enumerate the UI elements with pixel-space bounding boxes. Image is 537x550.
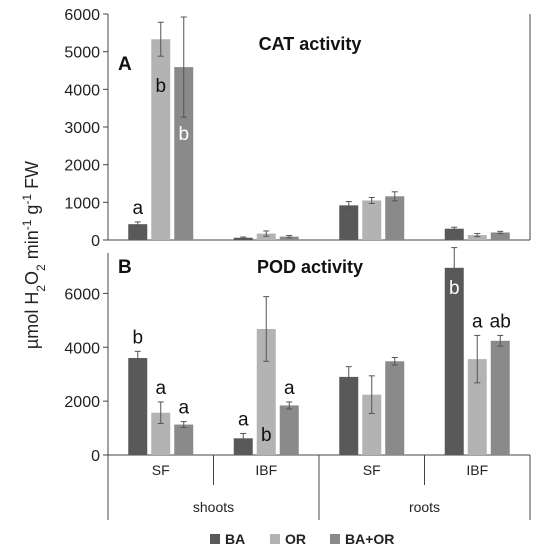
y-tick-label: 6000 (64, 7, 100, 24)
bar-or (151, 39, 171, 241)
panel-letter: B (118, 257, 132, 278)
y-axis-label: µmol H2O2 min-1 g-1 FW (20, 161, 48, 349)
bar-ba (339, 376, 359, 455)
significance-letter: a (284, 378, 295, 399)
bar-ba-or (279, 405, 299, 455)
significance-letter: b (261, 425, 272, 446)
bar-ba (128, 358, 148, 455)
bar-or (256, 328, 276, 455)
significance-letter: a (132, 198, 143, 219)
bar-ba-or (174, 424, 194, 455)
significance-letter: b (178, 124, 189, 145)
legend-swatch-ba-or (330, 534, 340, 544)
y-tick-label: 5000 (64, 45, 100, 62)
x-category-label: SF (152, 462, 170, 478)
bar-ba (444, 267, 464, 455)
x-category-label: SF (363, 462, 381, 478)
y-tick-label: 2000 (64, 158, 100, 175)
legend-label: BA+OR (345, 531, 394, 547)
legend-swatch-ba (210, 534, 220, 544)
y-tick-label: 2000 (64, 394, 100, 411)
significance-letter: b (449, 278, 460, 299)
legend-label: BA (225, 531, 245, 547)
significance-letter: a (472, 311, 483, 332)
bar-ba-or (174, 67, 194, 240)
bar-or (467, 235, 487, 240)
x-category-label: IBF (255, 462, 277, 478)
y-tick-label: 0 (91, 448, 100, 465)
legend-label: OR (285, 531, 306, 547)
bar-or (362, 200, 382, 240)
significance-letter: a (155, 378, 166, 399)
bar-or (151, 412, 171, 455)
significance-letter: b (155, 76, 166, 97)
y-tick-label: 3000 (64, 120, 100, 137)
bar-ba (128, 224, 148, 240)
x-group-label: shoots (193, 499, 234, 515)
y-tick-label: 1000 (64, 195, 100, 212)
panel-title: POD activity (257, 257, 363, 277)
legend-swatch-or (270, 534, 280, 544)
x-category-label: IBF (466, 462, 488, 478)
bar-ba-or (385, 361, 405, 455)
bar-ba-or (385, 196, 405, 240)
y-tick-label: 0 (91, 233, 100, 250)
bar-or (467, 359, 487, 455)
significance-letter: ab (490, 311, 511, 332)
significance-letter: a (238, 409, 249, 430)
bar-ba-or (490, 232, 510, 240)
bar-ba (233, 438, 253, 455)
panel-letter: A (118, 54, 132, 75)
bar-or (362, 394, 382, 455)
y-tick-label: 4000 (64, 82, 100, 99)
bar-or (256, 233, 276, 240)
y-tick-label: 4000 (64, 340, 100, 357)
bar-ba (444, 228, 464, 240)
bar-ba-or (490, 340, 510, 455)
significance-letter: a (178, 398, 189, 419)
significance-letter: b (132, 327, 143, 348)
bar-ba-or (279, 236, 299, 240)
x-group-label: roots (409, 499, 440, 515)
y-tick-label: 6000 (64, 286, 100, 303)
panel-title: CAT activity (259, 34, 362, 54)
bar-ba (339, 205, 359, 240)
